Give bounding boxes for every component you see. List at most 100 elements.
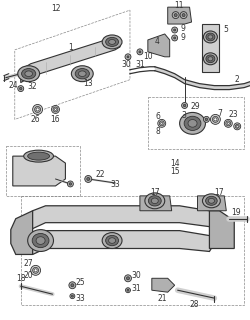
Ellipse shape xyxy=(102,233,122,249)
Circle shape xyxy=(126,277,129,280)
Circle shape xyxy=(171,35,177,41)
Ellipse shape xyxy=(28,230,53,252)
Polygon shape xyxy=(26,206,214,228)
Circle shape xyxy=(84,175,91,182)
Circle shape xyxy=(124,54,130,60)
Text: 27: 27 xyxy=(24,259,33,268)
Text: 30: 30 xyxy=(130,271,140,280)
Circle shape xyxy=(86,178,90,180)
Circle shape xyxy=(183,104,185,107)
Ellipse shape xyxy=(151,198,158,204)
Circle shape xyxy=(234,124,238,128)
Text: 14: 14 xyxy=(169,159,179,168)
Circle shape xyxy=(173,29,175,31)
Text: 29: 29 xyxy=(190,102,200,111)
Circle shape xyxy=(36,108,39,111)
Text: 6: 6 xyxy=(155,112,160,121)
Text: 30: 30 xyxy=(121,60,130,69)
Polygon shape xyxy=(167,7,191,24)
Polygon shape xyxy=(21,37,119,83)
Ellipse shape xyxy=(207,57,212,61)
Circle shape xyxy=(210,115,220,124)
Circle shape xyxy=(71,295,73,297)
Text: 12: 12 xyxy=(50,4,60,13)
Text: 8: 8 xyxy=(155,127,160,136)
Text: 16: 16 xyxy=(50,115,60,124)
Circle shape xyxy=(213,118,216,121)
Circle shape xyxy=(126,56,128,58)
Text: 26: 26 xyxy=(31,115,40,124)
Ellipse shape xyxy=(75,68,89,79)
Circle shape xyxy=(224,119,231,127)
Ellipse shape xyxy=(108,39,115,44)
Polygon shape xyxy=(202,24,218,72)
Circle shape xyxy=(225,121,230,126)
Text: 23: 23 xyxy=(228,110,237,119)
Circle shape xyxy=(68,282,75,289)
Text: 17: 17 xyxy=(214,188,223,197)
Circle shape xyxy=(181,102,187,108)
Circle shape xyxy=(160,122,162,124)
Circle shape xyxy=(235,125,237,127)
Text: 22: 22 xyxy=(95,171,104,180)
Circle shape xyxy=(203,116,208,122)
Ellipse shape xyxy=(207,35,212,39)
Circle shape xyxy=(226,122,228,124)
Polygon shape xyxy=(147,34,169,57)
Circle shape xyxy=(171,27,177,33)
Text: 1: 1 xyxy=(68,44,72,52)
Ellipse shape xyxy=(144,193,164,209)
Circle shape xyxy=(34,107,40,112)
Circle shape xyxy=(70,294,74,299)
Polygon shape xyxy=(13,156,65,186)
Polygon shape xyxy=(139,196,171,211)
Circle shape xyxy=(20,87,22,90)
Text: 18: 18 xyxy=(16,274,25,283)
Circle shape xyxy=(212,116,218,122)
Polygon shape xyxy=(151,278,174,292)
Polygon shape xyxy=(197,196,226,211)
Text: 9: 9 xyxy=(180,23,184,33)
Text: 9: 9 xyxy=(180,34,184,43)
Ellipse shape xyxy=(24,150,53,162)
Ellipse shape xyxy=(205,196,216,205)
Text: 15: 15 xyxy=(169,166,179,176)
Circle shape xyxy=(69,183,71,185)
Ellipse shape xyxy=(32,234,49,248)
Circle shape xyxy=(138,51,140,53)
Ellipse shape xyxy=(208,198,214,203)
Ellipse shape xyxy=(28,152,49,160)
Polygon shape xyxy=(11,211,32,254)
Text: 21: 21 xyxy=(157,294,167,303)
Ellipse shape xyxy=(102,35,122,49)
Circle shape xyxy=(182,14,184,17)
Polygon shape xyxy=(26,231,214,254)
Polygon shape xyxy=(154,67,249,90)
Circle shape xyxy=(34,269,37,272)
Text: 24: 24 xyxy=(9,81,18,90)
Ellipse shape xyxy=(25,71,32,76)
Circle shape xyxy=(53,107,58,112)
Ellipse shape xyxy=(187,120,196,127)
Circle shape xyxy=(124,275,131,282)
Ellipse shape xyxy=(148,196,160,206)
Text: 33: 33 xyxy=(110,180,120,189)
Circle shape xyxy=(70,284,74,287)
Ellipse shape xyxy=(78,71,86,76)
Circle shape xyxy=(204,118,207,121)
Circle shape xyxy=(172,12,178,19)
Ellipse shape xyxy=(203,53,216,65)
Circle shape xyxy=(174,14,176,17)
Circle shape xyxy=(51,106,59,113)
Text: 11: 11 xyxy=(173,1,183,10)
Polygon shape xyxy=(208,211,233,249)
Text: 2: 2 xyxy=(234,75,239,84)
Circle shape xyxy=(180,12,186,19)
Text: 3: 3 xyxy=(180,111,185,120)
Ellipse shape xyxy=(105,236,118,246)
Circle shape xyxy=(125,288,130,293)
Circle shape xyxy=(173,37,175,39)
Circle shape xyxy=(157,119,165,127)
Ellipse shape xyxy=(105,37,118,46)
Text: 32: 32 xyxy=(28,82,37,91)
